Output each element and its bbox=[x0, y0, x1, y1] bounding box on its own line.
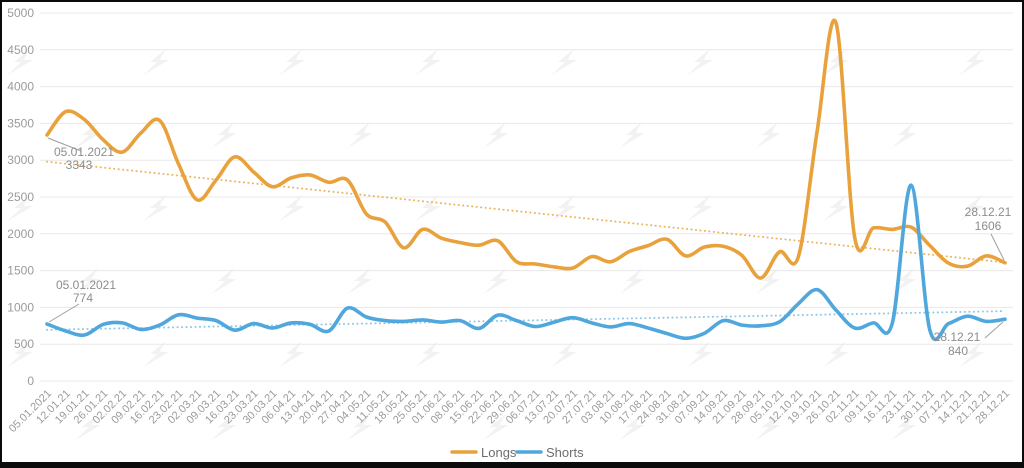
annotation-connector bbox=[990, 233, 1005, 261]
watermark-logo-icon bbox=[143, 340, 169, 368]
watermark-logo-icon bbox=[687, 340, 713, 368]
watermark-logo-icon bbox=[891, 267, 917, 295]
legend-item-shorts[interactable]: Shorts bbox=[515, 445, 584, 460]
annotation-date: 05.01.2021 bbox=[54, 145, 114, 159]
shorts-series-line bbox=[45, 183, 1007, 342]
y-tick-label: 500 bbox=[14, 337, 34, 351]
watermark-logo-icon bbox=[755, 121, 781, 149]
watermark-logo-icon bbox=[687, 48, 713, 76]
watermark-logo-icon bbox=[891, 413, 917, 441]
watermark-logo-icon bbox=[75, 267, 101, 295]
watermark-logo-icon bbox=[7, 194, 33, 222]
watermark-logo-icon bbox=[75, 413, 101, 441]
annotation-shorts-start: 05.01.2021 774 bbox=[48, 278, 116, 323]
watermark-logo-icon bbox=[143, 194, 169, 222]
annotation-date: 28.12.21 bbox=[934, 330, 981, 344]
annotation-longs-start: 05.01.2021 3343 bbox=[47, 137, 114, 172]
watermark-logo-icon bbox=[347, 267, 373, 295]
watermark-logo-icon bbox=[211, 267, 237, 295]
watermark-logo-icon bbox=[823, 48, 849, 76]
longs-series-line bbox=[45, 18, 1007, 280]
y-tick-label: 2500 bbox=[7, 190, 34, 204]
legend-longs-label: Longs bbox=[481, 445, 517, 460]
border-edge bbox=[1022, 0, 1024, 468]
annotation-value: 1606 bbox=[975, 219, 1002, 233]
y-tick-label: 1000 bbox=[7, 300, 34, 314]
annotation-date: 05.01.2021 bbox=[56, 278, 116, 292]
watermark-logo-icon bbox=[687, 194, 713, 222]
annotation-value: 3343 bbox=[66, 158, 93, 172]
y-tick-label: 1500 bbox=[7, 264, 34, 278]
watermark-logo-icon bbox=[619, 413, 645, 441]
watermark-logo-icon bbox=[551, 194, 577, 222]
border-edge bbox=[0, 0, 1024, 2]
border-edge bbox=[0, 0, 2, 468]
y-tick-label: 5000 bbox=[7, 6, 34, 20]
longs-trendline bbox=[46, 160, 1006, 264]
annotation-value: 774 bbox=[73, 291, 93, 305]
watermark-logo-icon bbox=[415, 340, 441, 368]
watermark-logo-icon bbox=[279, 48, 305, 76]
watermark-logo-icon bbox=[755, 267, 781, 295]
annotation-shorts-end: 28.12.21 840 bbox=[934, 321, 1004, 358]
y-tick-label: 3000 bbox=[7, 153, 34, 167]
watermark-logo-icon bbox=[755, 413, 781, 441]
watermark-logo-icon bbox=[415, 194, 441, 222]
watermark-logo-icon bbox=[959, 194, 985, 222]
annotation-value: 840 bbox=[948, 344, 968, 358]
y-axis-labels: 0 500 1000 1500 2000 2500 3000 3500 4000 4500 5000 bbox=[7, 6, 34, 388]
watermark-pattern bbox=[7, 48, 985, 441]
watermark-logo-icon bbox=[959, 48, 985, 76]
watermark-logo-icon bbox=[551, 48, 577, 76]
watermark-logo-icon bbox=[211, 413, 237, 441]
y-tick-label: 4000 bbox=[7, 80, 34, 94]
watermark-logo-icon bbox=[75, 121, 101, 149]
watermark-logo-icon bbox=[143, 48, 169, 76]
annotation-longs-end: 28.12.21 1606 bbox=[965, 205, 1012, 261]
y-tick-label: 0 bbox=[27, 374, 34, 388]
watermark-logo-icon bbox=[483, 413, 509, 441]
x-axis-labels: 05.01.202112.01.2119.01.2126.01.2102.02.… bbox=[7, 388, 1012, 435]
watermark-logo-icon bbox=[347, 121, 373, 149]
watermark-logo-icon bbox=[7, 48, 33, 76]
watermark-logo-icon bbox=[823, 194, 849, 222]
watermark-logo-icon bbox=[483, 121, 509, 149]
watermark-logo-icon bbox=[551, 340, 577, 368]
watermark-logo-icon bbox=[415, 48, 441, 76]
legend-shorts-label: Shorts bbox=[546, 445, 584, 460]
annotation-connector bbox=[47, 137, 82, 152]
border-edge bbox=[0, 462, 1024, 468]
legend: Longs Shorts bbox=[450, 445, 584, 460]
y-tick-label: 4500 bbox=[7, 43, 34, 57]
watermark-logo-icon bbox=[891, 121, 917, 149]
watermark-logo-icon bbox=[959, 340, 985, 368]
annotation-connector bbox=[984, 321, 1004, 339]
y-tick-label: 2000 bbox=[7, 227, 34, 241]
watermark-logo-icon bbox=[823, 340, 849, 368]
watermark-logo-icon bbox=[279, 194, 305, 222]
legend-item-longs[interactable]: Longs bbox=[450, 445, 517, 460]
watermark-logo-icon bbox=[619, 267, 645, 295]
annotation-connector bbox=[48, 303, 80, 323]
watermark-logo-icon bbox=[347, 413, 373, 441]
watermark-logo-icon bbox=[483, 267, 509, 295]
y-tick-label: 3500 bbox=[7, 116, 34, 130]
watermark-logo-icon bbox=[7, 340, 33, 368]
watermark-logo-icon bbox=[211, 121, 237, 149]
watermark-logo-icon bbox=[279, 340, 305, 368]
watermark-logo-icon bbox=[619, 121, 645, 149]
annotation-date: 28.12.21 bbox=[965, 205, 1012, 219]
